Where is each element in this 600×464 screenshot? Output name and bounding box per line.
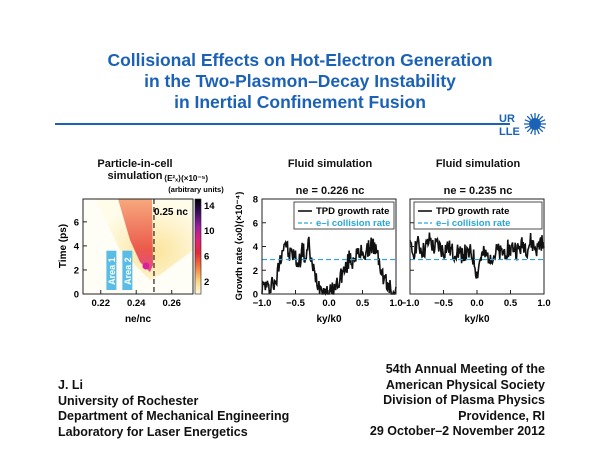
meeting-location: Providence, RI <box>458 408 545 423</box>
legend-tpd-label: TPD growth rate <box>436 206 509 217</box>
tpd-growth-rate-line <box>409 232 545 279</box>
y-tick-label: 0 <box>74 290 79 301</box>
threshold-annotation: 0.25 nc <box>154 207 188 218</box>
sunburst-ray <box>540 125 546 129</box>
x-tick-label: 0.24 <box>127 298 146 309</box>
x-tick-label: 0.26 <box>162 298 181 309</box>
author-lab: Laboratory for Laser Energetics <box>58 424 248 439</box>
sunburst-ray <box>524 119 530 123</box>
fluid2-subtitle: ne = 0.235 nc <box>443 185 513 197</box>
x-tick-label: 0.5 <box>356 298 370 309</box>
y-tick-label: 6 <box>253 218 258 229</box>
x-tick-label: −0.5 <box>434 298 453 309</box>
pic-xlabel: ne/nc <box>125 314 152 325</box>
x-tick-label: 1.0 <box>389 298 402 309</box>
sunburst-ray <box>536 129 540 135</box>
sunburst-ray <box>538 127 544 133</box>
colorbar-tick-label: 2 <box>204 277 209 288</box>
logo-text-top: UR <box>499 113 515 125</box>
lle-logo: UR LLE <box>499 113 546 138</box>
author-block: J. Li University of Rochester Department… <box>58 378 289 440</box>
meeting-line: American Physical Society <box>385 377 545 392</box>
legend-tpd-label: TPD growth rate <box>316 206 389 217</box>
x-tick-label: 1.0 <box>537 298 550 309</box>
x-tick-label: 0.0 <box>322 298 335 309</box>
fluid1-subtitle: ne = 0.226 nc <box>295 185 365 197</box>
sunburst-icon <box>524 113 546 135</box>
fluid2-xlabel: ky/k0 <box>464 314 489 325</box>
x-tick-label: −1.0 <box>401 298 420 309</box>
sunburst-ray <box>526 115 532 121</box>
fluid2-title: Fluid simulation <box>435 158 521 170</box>
y-tick-label: 8 <box>253 195 258 206</box>
colorbar-tick-label: 10 <box>204 226 215 237</box>
sunburst-ray <box>530 129 534 135</box>
y-tick-label: 4 <box>74 241 80 252</box>
sunburst-ray <box>526 127 532 133</box>
y-tick-label: 2 <box>74 265 79 276</box>
fluid1-plot: −1.0 −0.5 0.0 0.5 1.0 0 2 4 6 8 TPD growth ratee–i… <box>253 195 403 310</box>
x-tick-label: 0.22 <box>91 298 110 309</box>
colorbar <box>194 198 202 295</box>
pic-title: Particle-in-cell simulation <box>97 158 173 182</box>
region-label: Area 2 <box>123 257 133 285</box>
author-university: University of Rochester <box>58 393 199 408</box>
fluid1-title: Fluid simulation <box>287 158 373 170</box>
pic-ylabel: Time (ps) <box>58 224 69 268</box>
colorbar-tick-label: 14 <box>204 201 215 212</box>
logo-text-bottom: LLE <box>499 126 520 138</box>
region-1 <box>106 250 117 290</box>
legend-box <box>413 201 543 230</box>
title-line-1: Collisional Effects on Hot-Electron Gene… <box>107 50 493 70</box>
x-tick-label: 0.5 <box>504 298 518 309</box>
tpd-growth-rate-line <box>261 236 397 296</box>
colorbar-sublabel: (arbitrary units) <box>168 185 224 194</box>
sunburst-ray <box>538 115 544 121</box>
sunburst-ray <box>536 113 540 119</box>
region-label: Area 1 <box>107 257 117 285</box>
legend-box <box>293 201 395 230</box>
title-line-2: in the Two-Plasmon–Decay Instability <box>144 71 456 91</box>
heatmap-intense-region <box>118 199 153 272</box>
title-rule <box>55 123 510 125</box>
fluid-ylabel: Growth rate ⟨ω0⟩(×10⁻⁴) <box>234 192 245 301</box>
sunburst-ray <box>540 119 546 123</box>
meeting-block: 54th Annual Meeting of the American Phys… <box>370 362 545 440</box>
sunburst-ray <box>530 113 534 119</box>
y-tick-label: 0 <box>253 290 258 301</box>
legend-collision-label: e–i collision rate <box>436 218 510 229</box>
meeting-line: 54th Annual Meeting of the <box>385 362 545 376</box>
x-tick-label: −0.5 <box>286 298 305 309</box>
y-tick-label: 4 <box>253 242 259 253</box>
sunburst-ray <box>524 125 530 129</box>
colorbar-label: ⟨E²ₓ⟩(×10⁻⁵) <box>164 174 208 183</box>
y-tick-label: 6 <box>74 217 79 228</box>
region-2 <box>122 250 133 290</box>
heatmap-peak <box>142 262 150 270</box>
x-tick-label: −1.0 <box>253 298 272 309</box>
author-department: Department of Mechanical Engineering <box>58 409 290 423</box>
meeting-dates: 29 October–2 November 2012 <box>369 424 545 438</box>
meeting-line: Division of Plasma Physics <box>383 393 545 407</box>
title-line-3: in Inertial Confinement Fusion <box>174 92 426 112</box>
legend-collision-label: e–i collision rate <box>316 218 390 229</box>
colorbar-tick-label: 6 <box>204 252 209 263</box>
y-tick-label: 2 <box>253 266 258 277</box>
pic-frame <box>82 198 194 295</box>
fluid1-xlabel: ky/k0 <box>316 314 341 325</box>
author-name: J. Li <box>58 378 84 392</box>
x-tick-label: 0.0 <box>470 298 483 309</box>
